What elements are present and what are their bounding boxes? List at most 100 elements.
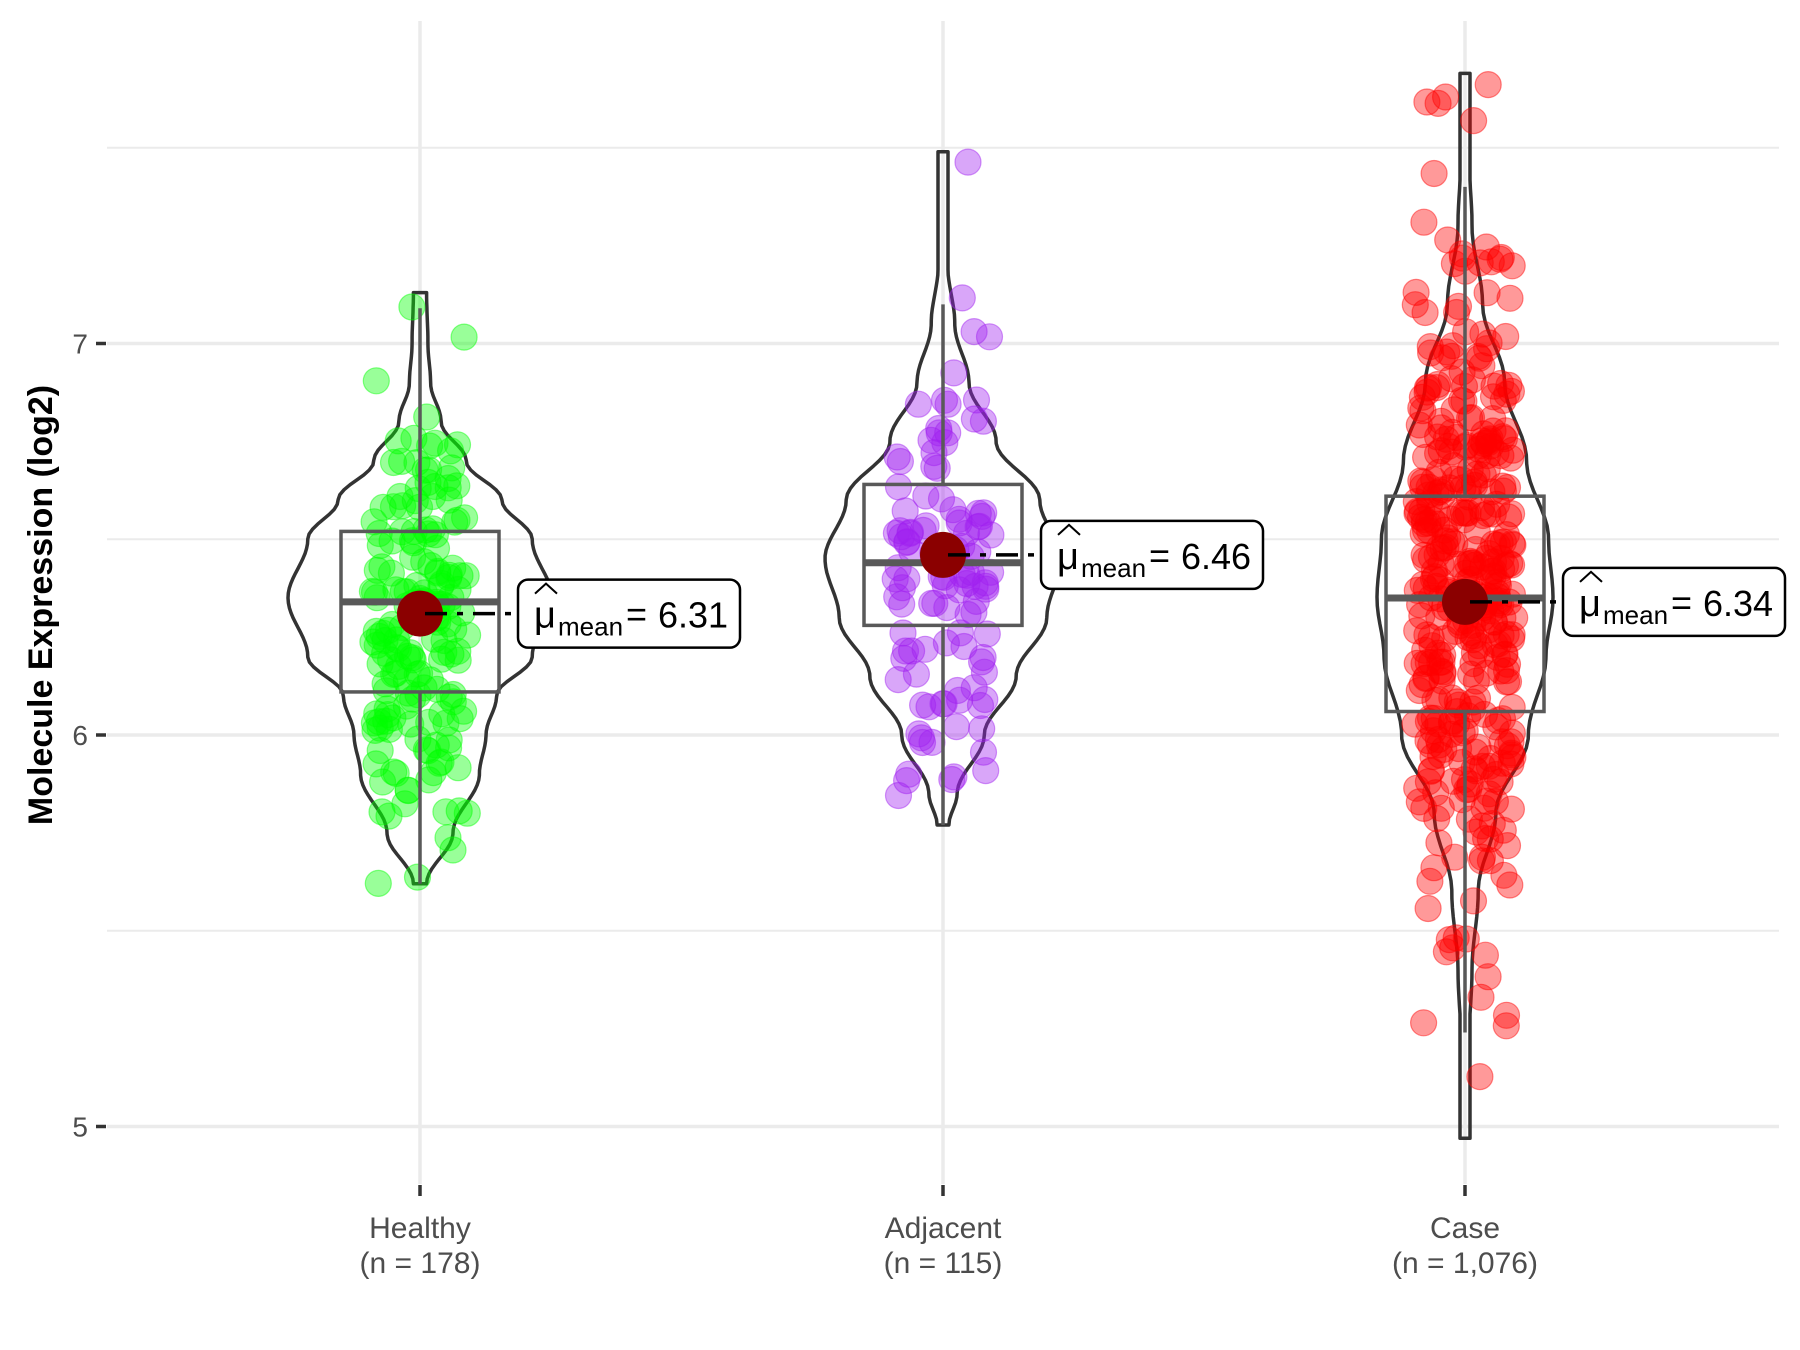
data-point xyxy=(1471,941,1500,969)
data-point xyxy=(368,798,396,826)
data-point xyxy=(1487,442,1515,470)
data-point xyxy=(1475,329,1503,357)
data-point xyxy=(1429,660,1457,688)
data-point xyxy=(1496,284,1524,312)
data-point xyxy=(1476,744,1505,773)
data-point xyxy=(1441,843,1469,871)
data-point xyxy=(892,766,921,795)
data-point xyxy=(427,748,455,776)
data-point xyxy=(1481,631,1509,659)
data-point xyxy=(1411,516,1440,544)
data-point xyxy=(1499,531,1527,559)
data-point xyxy=(1434,226,1462,254)
data-point xyxy=(945,505,973,533)
mean-markers xyxy=(397,531,1488,637)
data-point xyxy=(1420,159,1448,188)
data-point xyxy=(1420,466,1448,494)
data-point xyxy=(439,680,467,709)
violin-adjacent xyxy=(823,149,1063,827)
data-point xyxy=(377,646,405,674)
data-point xyxy=(1479,417,1507,445)
data-point xyxy=(934,390,962,418)
data-point xyxy=(1497,625,1526,653)
data-point xyxy=(1470,429,1498,458)
data-point xyxy=(1454,499,1482,527)
data-point xyxy=(1445,691,1473,719)
mean-point xyxy=(1442,578,1488,625)
data-point xyxy=(911,635,939,663)
data-point xyxy=(942,712,971,741)
data-point xyxy=(1462,818,1490,846)
data-point xyxy=(1408,497,1436,525)
data-point xyxy=(1482,760,1510,789)
data-point xyxy=(1483,531,1511,559)
data-point xyxy=(1443,688,1471,716)
data-point xyxy=(1487,621,1515,650)
data-point xyxy=(1488,728,1516,756)
data-point xyxy=(904,390,933,418)
data-point xyxy=(1493,380,1521,408)
data-point xyxy=(1497,551,1526,579)
data-point xyxy=(435,486,463,514)
data-point xyxy=(1493,732,1522,760)
mean-label-mu: μ xyxy=(534,595,556,637)
data-point xyxy=(413,403,441,431)
data-point xyxy=(1479,765,1508,794)
data-point xyxy=(1413,621,1441,649)
data-point xyxy=(451,504,479,532)
data-point xyxy=(968,715,996,743)
data-point xyxy=(968,502,996,531)
data-point xyxy=(1487,555,1516,583)
data-point xyxy=(939,496,967,524)
data-point xyxy=(362,750,390,778)
data-point xyxy=(1486,529,1514,557)
data-point xyxy=(1498,719,1526,747)
data-point xyxy=(902,660,931,688)
data-point xyxy=(423,675,451,703)
data-point xyxy=(1403,774,1431,802)
data-point xyxy=(1431,83,1460,111)
data-point xyxy=(382,759,410,788)
data-point xyxy=(375,616,403,645)
data-point xyxy=(1405,411,1433,439)
data-point xyxy=(1459,106,1488,135)
data-point xyxy=(1491,640,1519,668)
data-point xyxy=(1499,436,1527,464)
data-point xyxy=(1470,420,1498,448)
data-point xyxy=(964,499,992,528)
data-point xyxy=(404,681,432,709)
data-point xyxy=(1428,344,1456,372)
data-point xyxy=(1489,604,1517,632)
data-point xyxy=(1497,377,1526,405)
data-point xyxy=(366,650,394,678)
data-point xyxy=(392,667,420,695)
data-point xyxy=(443,506,471,534)
x-tick-sublabel: (n = 1,076) xyxy=(1392,1247,1538,1280)
data-point xyxy=(1484,630,1513,658)
data-point xyxy=(415,708,443,737)
data-point xyxy=(1419,565,1448,593)
data-point xyxy=(1412,664,1440,693)
data-point xyxy=(1415,473,1443,501)
data-point xyxy=(923,454,951,482)
data-point xyxy=(417,551,445,580)
data-point xyxy=(444,646,472,674)
data-point xyxy=(969,738,998,766)
data-points xyxy=(358,70,1529,1091)
data-point xyxy=(933,593,961,622)
data-point xyxy=(364,869,392,898)
data-point xyxy=(886,517,914,545)
data-point xyxy=(1465,632,1493,660)
data-point xyxy=(1483,643,1511,672)
data-point xyxy=(1413,374,1442,402)
data-point xyxy=(410,674,438,702)
data-point xyxy=(1420,557,1449,585)
data-point xyxy=(1490,425,1519,453)
data-point xyxy=(1430,735,1458,764)
data-point xyxy=(973,620,1001,648)
data-point xyxy=(1403,649,1431,677)
data-point xyxy=(1472,233,1501,261)
data-point xyxy=(950,632,978,661)
data-point xyxy=(385,652,413,681)
data-point xyxy=(1468,752,1497,781)
